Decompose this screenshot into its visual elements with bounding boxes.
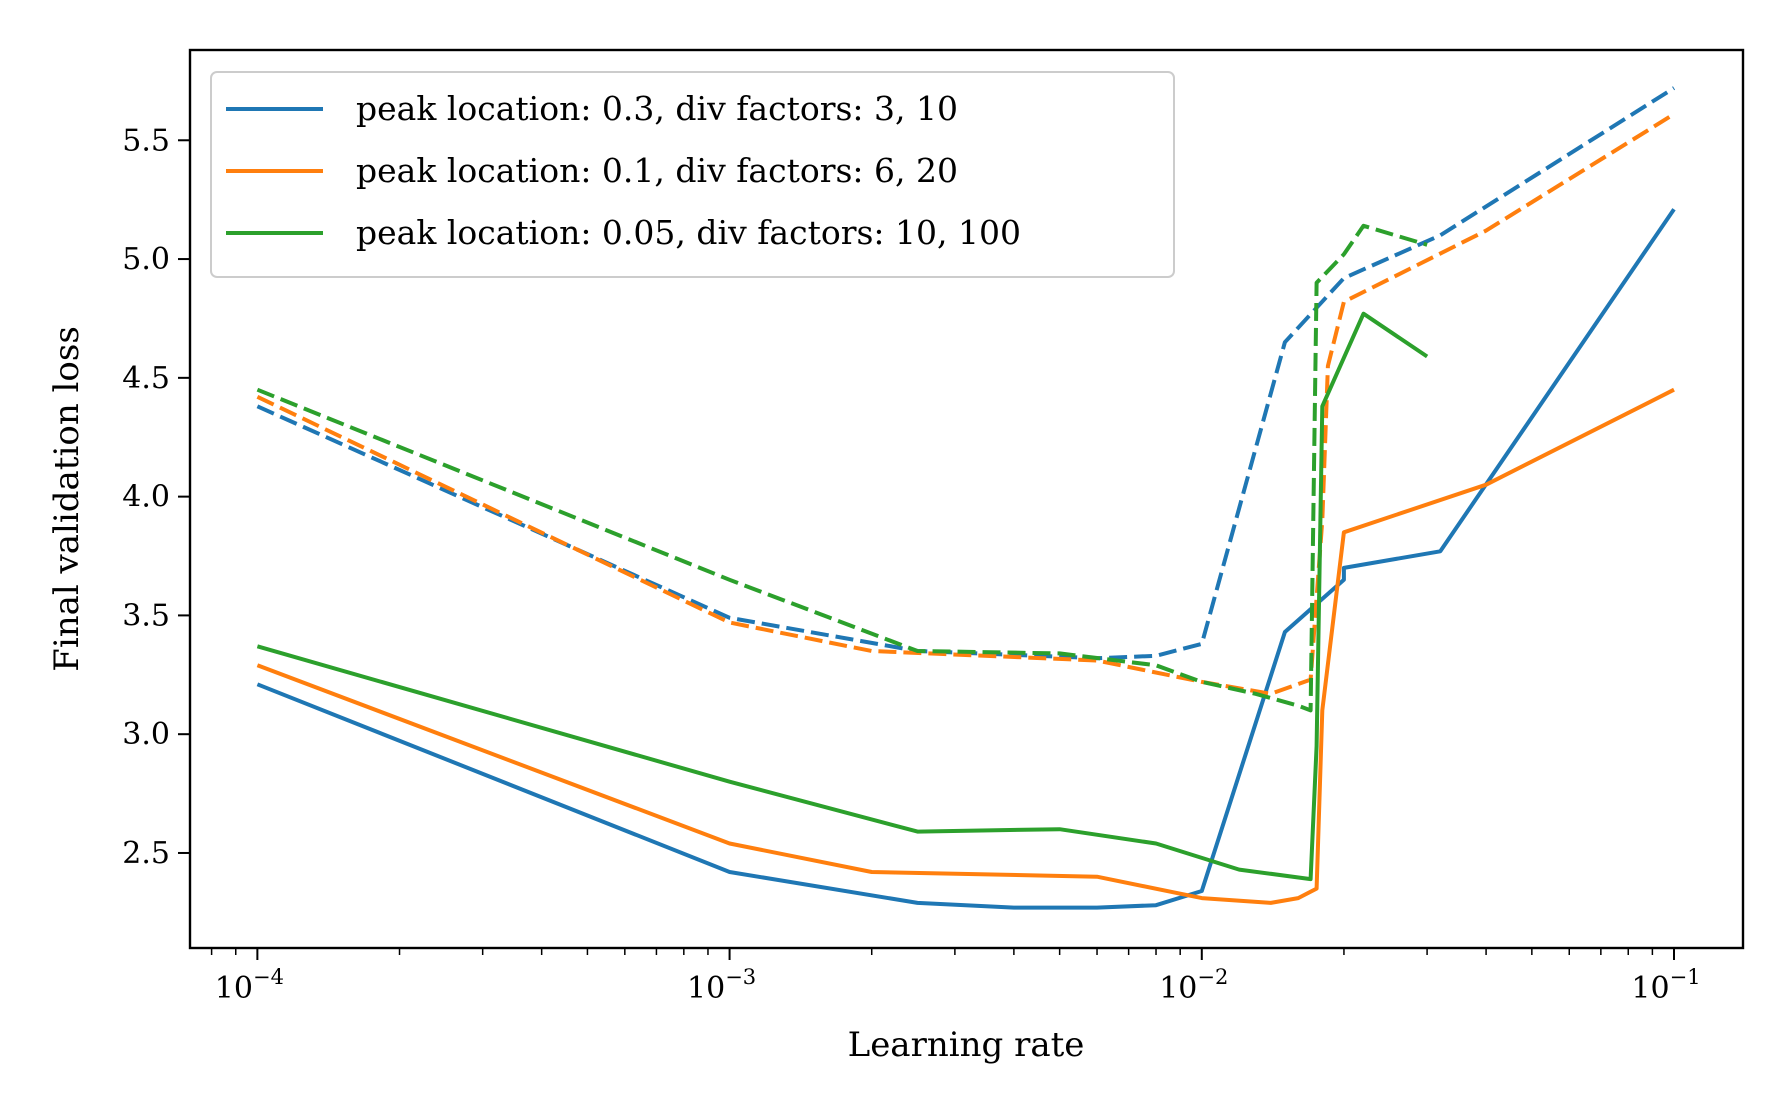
series-2-solid-line bbox=[256, 387, 1675, 905]
x-tick-label: 10−4 bbox=[215, 965, 284, 1006]
x-tick-base: 10 bbox=[1159, 971, 1197, 1006]
x-tick-base: 10 bbox=[215, 971, 253, 1006]
y-tick-label: 5.5 bbox=[122, 123, 170, 158]
y-tick-label: 4.5 bbox=[122, 361, 170, 396]
legend: peak location: 0.3, div factors: 3, 10 pe… bbox=[210, 71, 1175, 278]
x-tick-exponent: −2 bbox=[1197, 965, 1228, 989]
x-tick-base: 10 bbox=[1631, 971, 1669, 1006]
legend-label-3: peak location: 0.05, div factors: 10, 10… bbox=[356, 213, 1021, 252]
series-3-dashed-line bbox=[256, 223, 1428, 713]
series-1-dashed-line bbox=[256, 86, 1676, 661]
legend-box bbox=[210, 71, 1175, 278]
y-tick-label: 2.5 bbox=[122, 836, 170, 871]
series-layer bbox=[256, 86, 1676, 910]
x-tick-exponent: −4 bbox=[253, 965, 284, 989]
y-tick-label: 4.0 bbox=[122, 480, 170, 515]
legend-label-1: peak location: 0.3, div factors: 3, 10 bbox=[356, 89, 958, 128]
series-1-solid-line bbox=[256, 208, 1676, 910]
y-ticks-layer: 2.5 3.0 3.5 4.0 4.5 5.0 5.5 bbox=[122, 123, 190, 871]
plot-frame bbox=[188, 48, 1745, 950]
y-tick-label: 3.0 bbox=[122, 717, 170, 752]
y-axis-label: Final validation loss bbox=[47, 326, 87, 672]
x-tick-exponent: −1 bbox=[1670, 965, 1701, 989]
x-tick-label: 10−2 bbox=[1159, 965, 1228, 1006]
x-ticks-layer: 10−4 10−3 10−2 10−1 bbox=[210, 948, 1701, 1006]
series-3-solid-line bbox=[256, 311, 1429, 882]
x-tick-base: 10 bbox=[687, 971, 725, 1006]
x-tick-label: 10−3 bbox=[687, 965, 756, 1006]
y-tick-label: 3.5 bbox=[122, 598, 170, 633]
x-axis-label: Learning rate bbox=[848, 1025, 1085, 1065]
y-tick-label: 5.0 bbox=[122, 242, 170, 277]
series-2-dashed-line bbox=[256, 112, 1676, 696]
x-tick-label: 10−1 bbox=[1631, 965, 1700, 1006]
legend-label-2: peak location: 0.1, div factors: 6, 20 bbox=[356, 151, 958, 190]
x-tick-exponent: −3 bbox=[725, 965, 756, 989]
